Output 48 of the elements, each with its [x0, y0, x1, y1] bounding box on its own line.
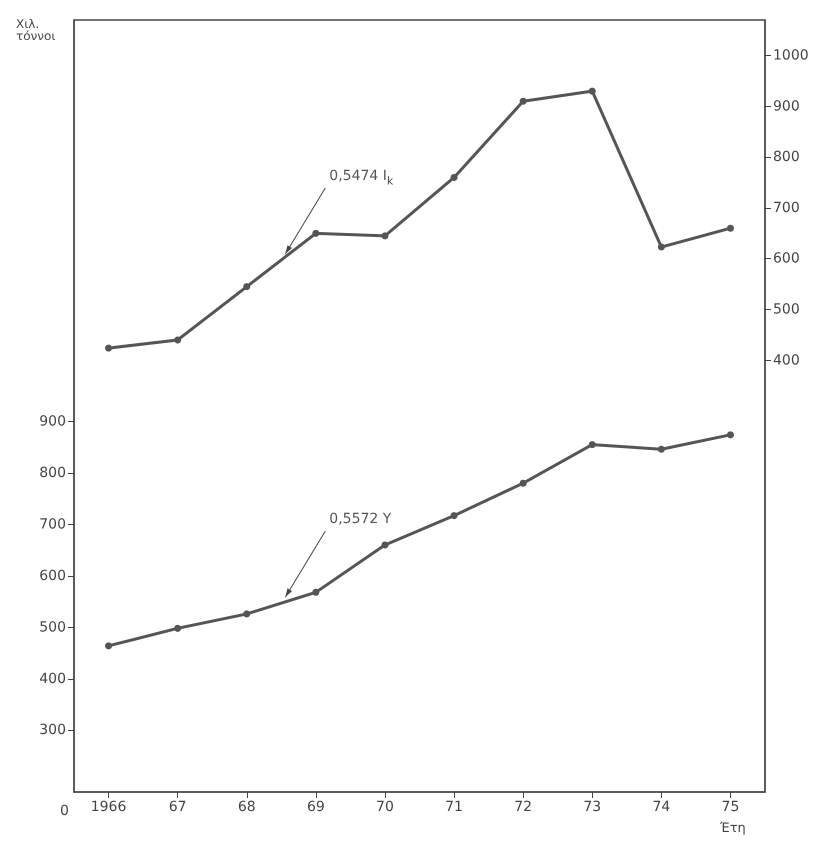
point	[726, 224, 734, 232]
y-tick-label: 600	[39, 568, 66, 584]
x-tick-label: 75	[722, 799, 740, 815]
y2-tick-label: 500	[773, 302, 800, 318]
y2-tick-label: 1000	[773, 48, 809, 64]
point	[658, 244, 665, 251]
y-tick-label: 500	[39, 619, 66, 636]
y-tick-label: 800	[39, 464, 66, 481]
x-tick-label: 69	[306, 799, 325, 815]
point	[520, 98, 527, 105]
y-tick-label: 300	[39, 722, 66, 738]
y-axis-title: Χιλ. τόννοι	[16, 17, 56, 43]
y2-tick-label: 600	[773, 250, 800, 267]
text: 0	[60, 803, 69, 819]
x-tick-label: 73	[583, 799, 602, 815]
y2-tick-label: 700	[773, 200, 800, 216]
point	[243, 610, 250, 618]
point	[520, 480, 527, 487]
point	[588, 441, 596, 448]
point	[312, 588, 320, 596]
y2-tick-label: 400	[773, 352, 800, 368]
point	[450, 512, 458, 520]
point	[450, 174, 458, 181]
x-tick-label: 71	[445, 799, 463, 815]
point	[381, 541, 388, 548]
point	[174, 624, 182, 632]
x-tick-label: 72	[514, 799, 532, 815]
point	[105, 642, 112, 650]
y2-tick-label: 800	[773, 149, 800, 166]
point	[381, 232, 388, 240]
x-tick-label: 74	[652, 799, 670, 815]
series-label: 0,5572 Y	[329, 511, 392, 528]
point	[243, 283, 250, 290]
point	[726, 431, 734, 438]
point	[588, 88, 596, 95]
y2-tick-label: 900	[773, 98, 800, 114]
x-tick-label: 70	[376, 799, 394, 815]
x-tick-label: 1966	[90, 799, 126, 815]
y-tick-label: 700	[39, 516, 66, 532]
x-tick-label: 67	[168, 799, 187, 815]
y-tick-label: 900	[39, 413, 66, 430]
point	[658, 446, 665, 453]
point	[312, 230, 320, 237]
x-axis-title: Έτη	[719, 821, 746, 836]
point	[174, 336, 182, 344]
x-tick-label: 68	[238, 799, 256, 815]
y-tick-label: 400	[39, 670, 66, 687]
point	[105, 344, 112, 352]
